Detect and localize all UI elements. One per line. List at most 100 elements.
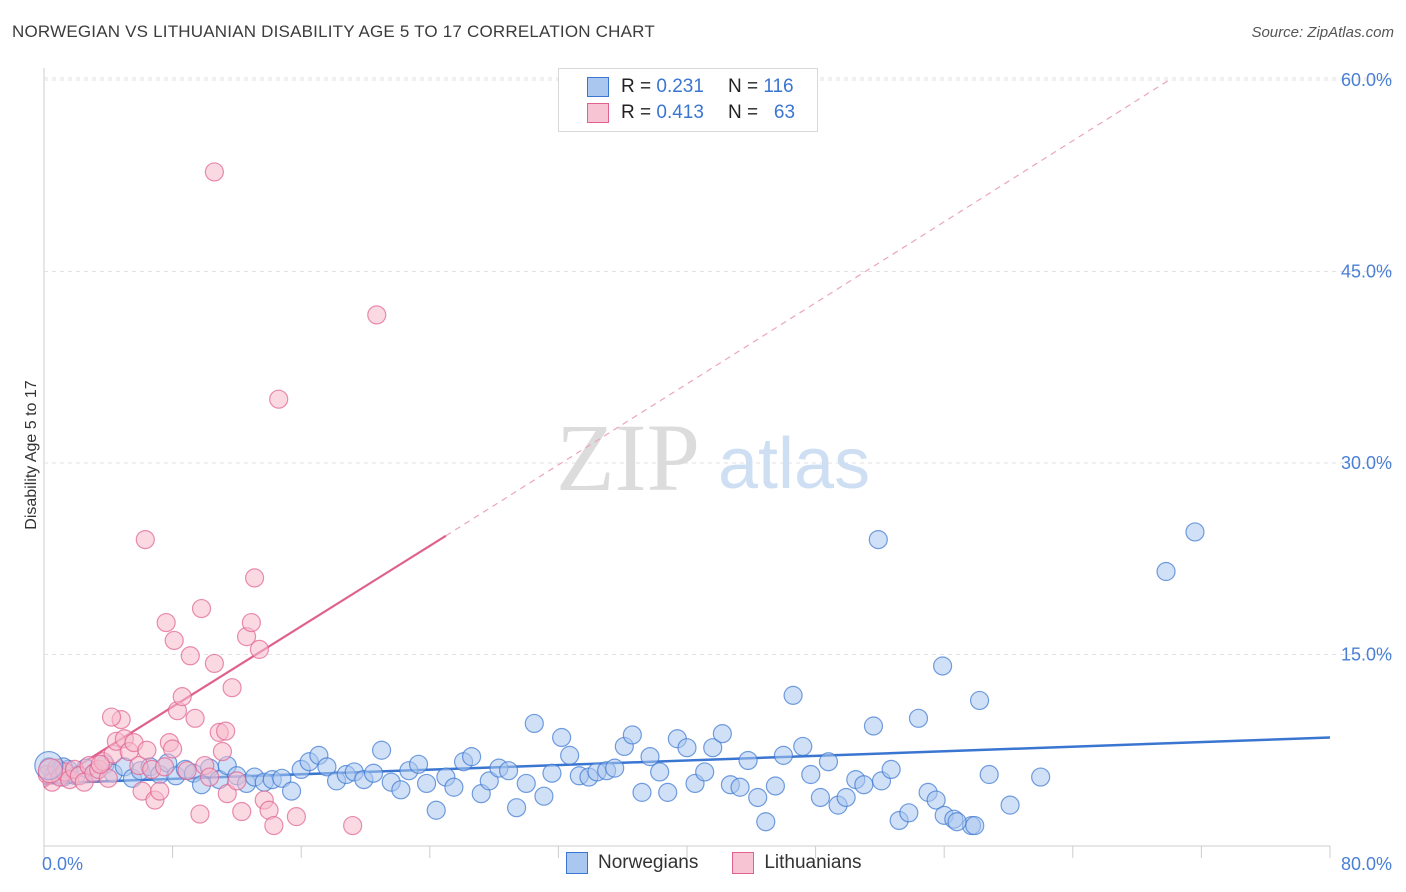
norwegian-point xyxy=(712,724,732,744)
correlation-legend: R = 0.231 N = 116 R = 0.413 N = 63 xyxy=(558,68,818,132)
norwegian-point xyxy=(272,768,292,788)
lithuanian-point xyxy=(222,678,242,698)
legend-swatch-pink xyxy=(587,103,609,123)
lithuanian-point xyxy=(199,767,220,787)
lithuanian-point xyxy=(164,630,184,651)
norwegian-point xyxy=(801,764,821,785)
norwegian-point xyxy=(783,685,803,705)
series-legend: Norwegians Lithuanians xyxy=(566,852,896,874)
legend-r-label: R = xyxy=(621,76,652,97)
norwegian-point xyxy=(461,747,482,767)
norwegian-point xyxy=(534,786,554,806)
norwegian-point xyxy=(560,745,580,765)
lithuanian-point xyxy=(137,740,157,760)
lithuanian-point xyxy=(343,815,363,836)
source-label: Source: ZipAtlas.com xyxy=(1251,24,1394,41)
legend-n-label: N = xyxy=(727,102,759,123)
norwegian-point xyxy=(1000,795,1020,815)
legend-n-value: 63 xyxy=(773,102,796,123)
norwegian-point xyxy=(863,716,884,736)
watermark: ZIP atlas xyxy=(556,404,870,511)
data-points xyxy=(34,162,1205,836)
y-tick-label: 60.0% xyxy=(1341,70,1392,90)
lithuanian-point xyxy=(244,568,265,588)
legend-label-norwegians: Norwegians xyxy=(598,852,699,873)
norwegian-point xyxy=(748,787,768,808)
x-tick-label-min: 0.0% xyxy=(42,854,83,874)
lithuanian-point xyxy=(156,612,176,633)
x-tick-label-max: 80.0% xyxy=(1341,854,1392,874)
chart-title: NORWEGIAN VS LITHUANIAN DISABILITY AGE 5… xyxy=(12,22,655,41)
norwegian-point xyxy=(899,803,919,823)
norwegian-point xyxy=(908,708,929,728)
lithuanian-point xyxy=(190,804,210,824)
norwegian-point xyxy=(408,754,429,774)
norwegian-point xyxy=(1185,522,1205,542)
y-tick-label: 30.0% xyxy=(1341,453,1392,473)
legend-swatch-norwegians xyxy=(566,852,588,874)
lithuanian-point xyxy=(227,771,247,791)
norwegian-point xyxy=(1156,561,1176,582)
legend-item-norwegians[interactable]: Norwegians xyxy=(566,852,698,874)
norwegian-point xyxy=(947,812,967,832)
norwegian-point xyxy=(363,763,384,783)
norwegian-point xyxy=(695,762,715,782)
norwegian-point xyxy=(868,529,888,550)
norwegian-point xyxy=(498,761,519,781)
norwegian-point xyxy=(658,782,678,802)
norwegian-point xyxy=(281,781,302,801)
norwegian-point xyxy=(542,763,562,783)
norwegian-point xyxy=(810,787,831,808)
legend-r-value: 0.413 xyxy=(656,102,704,123)
norwegian-point xyxy=(371,740,392,760)
norwegian-point xyxy=(632,782,652,802)
lithuanian-point xyxy=(180,646,200,666)
norwegian-point xyxy=(756,812,776,832)
norwegian-point xyxy=(524,713,544,734)
norwegian-point xyxy=(793,736,813,757)
legend-swatch-blue xyxy=(587,77,609,97)
lithuanian-point xyxy=(217,784,237,804)
lithuanian-point xyxy=(135,529,155,550)
norwegian-point xyxy=(650,762,670,782)
y-tick-labels: 15.0% 30.0% 45.0% 60.0% xyxy=(1341,70,1392,665)
lithuanian-point xyxy=(90,754,110,774)
norwegian-point xyxy=(738,750,758,771)
lithuanian-point xyxy=(232,801,252,822)
lithuanian-point xyxy=(101,707,122,727)
lithuanian-point xyxy=(172,687,192,707)
norwegian-point xyxy=(640,747,660,767)
lithuanian-point xyxy=(191,598,212,619)
legend-n-value: 116 xyxy=(763,76,794,97)
lithuanian-point xyxy=(204,653,224,674)
lithuanian-point xyxy=(264,815,284,836)
legend-item-lithuanians[interactable]: Lithuanians xyxy=(732,852,862,874)
norwegian-point xyxy=(552,727,572,748)
norwegian-point xyxy=(773,745,794,765)
lithuanian-point xyxy=(286,807,306,827)
norwegian-point xyxy=(703,738,723,758)
norwegian-point xyxy=(1031,767,1051,787)
legend-row-lithuanians: R = 0.413 N = 63 xyxy=(587,101,795,125)
lithuanian-point xyxy=(163,739,183,759)
lithuanian-point xyxy=(154,757,175,777)
legend-n-label: N = xyxy=(727,76,759,97)
lithuanian-point xyxy=(216,721,236,741)
legend-r-value: 0.231 xyxy=(656,76,704,97)
legend-r-label: R = xyxy=(621,102,652,123)
norwegian-point xyxy=(932,656,953,676)
norwegian-point xyxy=(854,775,874,795)
norwegian-point xyxy=(516,773,536,794)
norwegian-point xyxy=(391,780,411,800)
norwegian-point xyxy=(818,752,839,772)
norwegian-point xyxy=(622,725,642,745)
lithuanian-point xyxy=(249,639,270,659)
legend-row-norwegians: R = 0.231 N = 116 xyxy=(587,75,794,99)
norwegian-point xyxy=(416,773,437,794)
norwegian-point xyxy=(479,771,499,791)
norwegian-point xyxy=(836,787,856,808)
lithuanian-point xyxy=(185,708,205,728)
norwegian-point xyxy=(765,776,786,796)
norwegian-point xyxy=(507,798,527,818)
